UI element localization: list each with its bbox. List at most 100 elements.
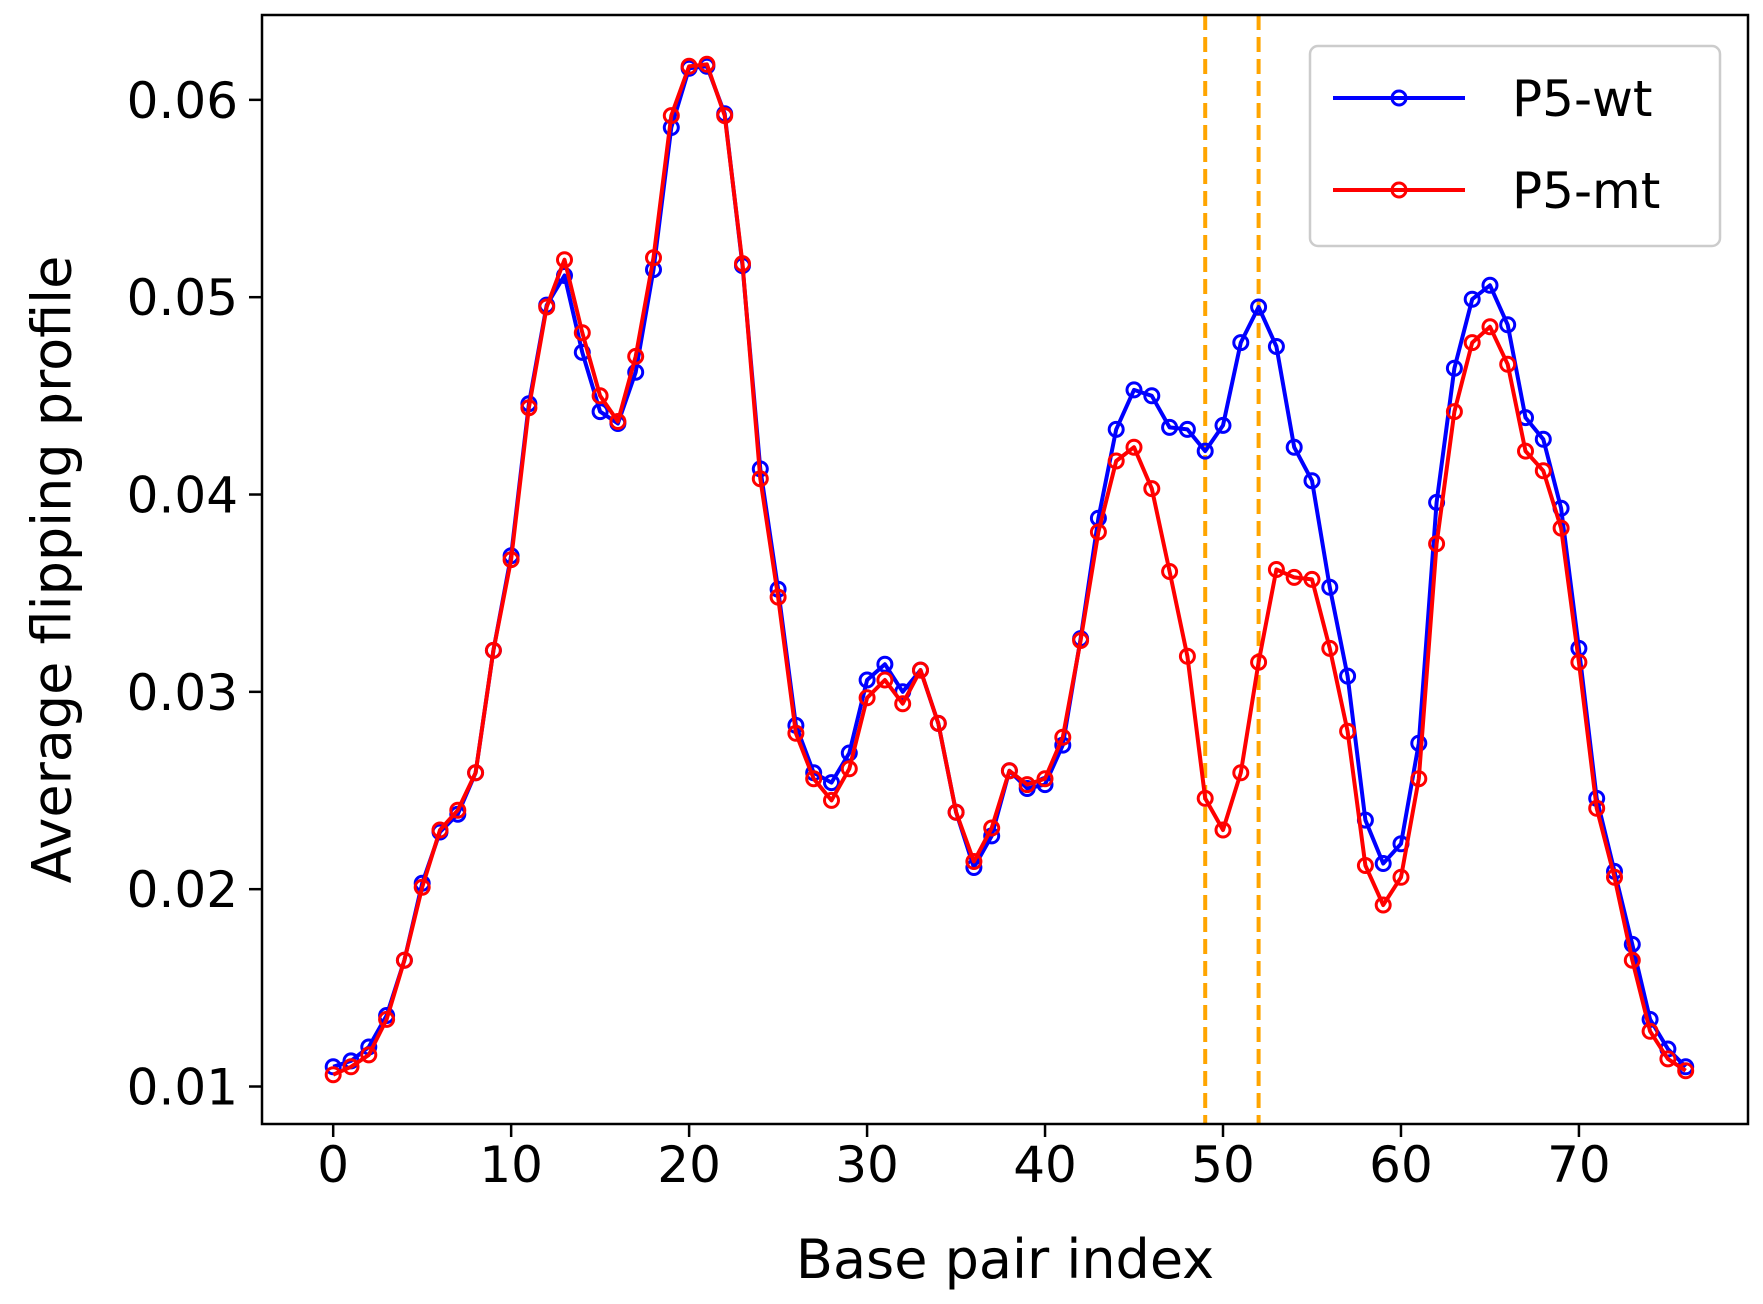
data-point-P5-mt-37 (983, 819, 1001, 837)
data-point-P5-mt-14 (573, 324, 591, 342)
data-point-P5-mt-26 (787, 724, 805, 742)
data-point-P5-mt-47 (1161, 563, 1179, 580)
y-tick-label: 0.03 (127, 664, 238, 722)
data-point-P5-mt-76 (1677, 1062, 1695, 1080)
legend-entry-P5-mt: P5-mt (1333, 162, 1660, 220)
data-point-P5-mt-24 (751, 470, 769, 488)
data-point-P5-mt-21 (698, 55, 716, 73)
x-axis-title: Base pair index (796, 1228, 1214, 1291)
legend-label: P5-mt (1512, 162, 1660, 220)
data-point-P5-mt-51 (1232, 764, 1250, 782)
data-point-P5-wt-51 (1232, 334, 1250, 352)
data-point-P5-wt-61 (1410, 734, 1428, 752)
data-point-P5-wt-63 (1445, 359, 1463, 377)
data-point-P5-mt-20 (680, 57, 698, 75)
data-point-P5-mt-6 (431, 821, 449, 839)
data-point-P5-mt-19 (662, 107, 680, 125)
data-point-P5-mt-50 (1214, 821, 1232, 839)
data-point-P5-mt-62 (1428, 535, 1446, 553)
data-point-P5-mt-59 (1374, 896, 1392, 914)
plot-frame (260, 13, 1750, 1126)
data-point-P5-mt-36 (965, 853, 983, 870)
y-tick-label: 0.06 (127, 72, 238, 130)
data-point-P5-mt-0 (324, 1066, 342, 1084)
y-tick-label: 0.04 (127, 467, 238, 525)
x-tick-label: 0 (317, 1136, 349, 1194)
data-point-P5-mt-34 (929, 714, 947, 732)
data-point-P5-wt-53 (1267, 338, 1285, 355)
legend-label: P5-wt (1512, 70, 1653, 128)
data-point-P5-wt-54 (1285, 438, 1303, 456)
data-point-P5-mt-39 (1018, 776, 1036, 794)
x-tick-label: 50 (1191, 1136, 1255, 1194)
data-point-P5-mt-63 (1445, 403, 1463, 421)
data-point-P5-mt-73 (1623, 951, 1641, 969)
data-point-P5-wt-45 (1125, 381, 1143, 399)
data-point-P5-mt-52 (1250, 653, 1268, 671)
data-point-P5-wt-49 (1196, 442, 1214, 460)
data-point-P5-mt-57 (1339, 722, 1357, 740)
y-tick-label: 0.02 (127, 861, 238, 919)
data-point-P5-mt-56 (1321, 639, 1339, 657)
data-point-P5-mt-25 (769, 588, 787, 606)
data-point-P5-mt-49 (1196, 789, 1214, 807)
data-point-P5-wt-48 (1178, 420, 1196, 438)
data-point-P5-mt-69 (1552, 519, 1570, 537)
legend-marker (1390, 89, 1408, 107)
data-point-P5-mt-44 (1107, 452, 1125, 470)
data-point-P5-wt-64 (1463, 290, 1481, 308)
data-point-P5-mt-46 (1143, 480, 1161, 498)
x-tick-label: 70 (1547, 1136, 1611, 1194)
data-point-P5-mt-22 (716, 107, 734, 125)
data-point-P5-mt-75 (1659, 1050, 1677, 1068)
data-point-P5-mt-41 (1054, 728, 1072, 746)
data-point-P5-mt-5 (413, 878, 431, 896)
data-point-P5-wt-46 (1143, 387, 1161, 405)
data-point-P5-mt-16 (609, 413, 627, 430)
data-point-P5-mt-1 (342, 1058, 360, 1076)
data-point-P5-wt-52 (1250, 298, 1268, 316)
y-axis-title: Average flipping profile (21, 256, 84, 884)
x-tick-label: 10 (479, 1136, 543, 1194)
data-point-P5-mt-23 (734, 255, 751, 273)
data-point-P5-wt-30 (858, 671, 876, 689)
data-point-P5-mt-29 (840, 760, 858, 778)
data-point-P5-mt-43 (1089, 523, 1107, 541)
data-point-P5-wt-31 (876, 655, 894, 673)
data-point-P5-mt-12 (538, 298, 556, 316)
x-tick-label: 30 (835, 1136, 899, 1194)
data-point-P5-wt-65 (1481, 276, 1499, 294)
data-point-P5-wt-15 (591, 403, 609, 421)
data-point-P5-wt-68 (1534, 430, 1552, 448)
data-point-P5-mt-33 (912, 661, 929, 679)
data-point-P5-mt-7 (449, 801, 467, 819)
data-point-P5-mt-70 (1570, 653, 1588, 671)
data-point-P5-mt-48 (1178, 647, 1196, 665)
data-point-P5-wt-29 (840, 744, 858, 762)
data-point-P5-mt-72 (1606, 868, 1623, 886)
series-P5-mt (324, 55, 1695, 1084)
data-point-P5-mt-65 (1481, 318, 1499, 336)
data-point-P5-mt-42 (1072, 632, 1090, 649)
data-point-P5-mt-58 (1356, 857, 1374, 874)
legend-entry-P5-wt: P5-wt (1333, 70, 1653, 128)
data-point-P5-mt-4 (395, 951, 413, 969)
data-point-P5-mt-17 (627, 347, 645, 365)
data-point-P5-mt-8 (467, 764, 485, 782)
data-point-P5-mt-64 (1463, 334, 1481, 352)
series-line-P5-mt (332, 62, 1687, 1077)
data-point-P5-mt-15 (591, 387, 609, 405)
legend: P5-wt P5-mt (1308, 44, 1722, 248)
y-tick-label: 0.05 (127, 269, 238, 327)
data-point-P5-mt-11 (520, 399, 538, 417)
data-point-P5-mt-60 (1392, 868, 1410, 886)
data-point-P5-mt-27 (805, 770, 823, 788)
y-tick-label: 0.01 (127, 1059, 238, 1117)
data-point-P5-mt-35 (947, 803, 965, 821)
data-point-P5-mt-18 (645, 249, 662, 267)
data-point-P5-mt-66 (1499, 355, 1517, 373)
data-point-P5-mt-53 (1267, 561, 1285, 578)
data-point-P5-wt-56 (1321, 578, 1339, 596)
